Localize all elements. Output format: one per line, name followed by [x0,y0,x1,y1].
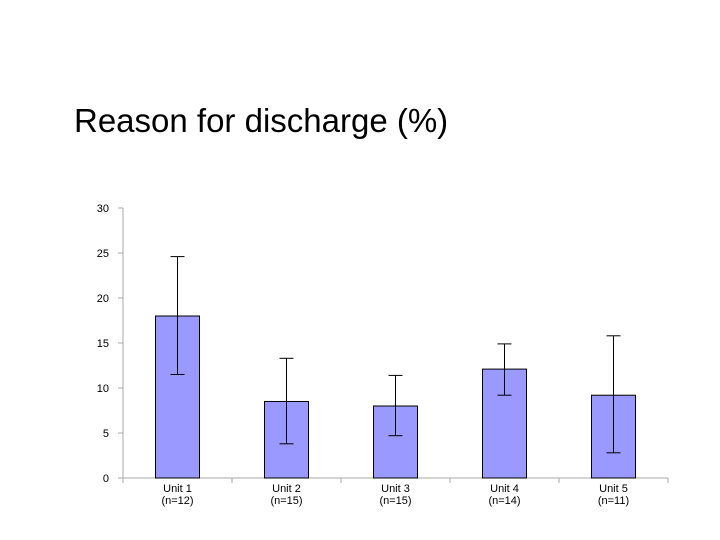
y-tick-label: 10 [97,383,109,395]
x-tick-label: Unit 1 [163,483,192,495]
x-tick-label: Unit 3 [381,483,410,495]
x-tick-sublabel: (n=15) [270,495,302,507]
x-tick-sublabel: (n=12) [161,495,193,507]
x-tick-label: Unit 2 [272,483,301,495]
x-tick-sublabel: (n=11) [598,495,629,507]
category-labels-group: Unit 1(n=12)Unit 2(n=15)Unit 3(n=15)Unit… [161,483,629,507]
y-tick-label: 0 [103,473,109,485]
y-tick-label: 5 [103,428,109,440]
error-bars-group [170,256,621,454]
slide-title: Reason for discharge (%) [74,102,449,139]
x-tick-sublabel: (n=14) [488,495,520,507]
y-tick-label: 15 [97,338,109,350]
x-tick-label: Unit 4 [490,483,519,495]
y-axis: 0 5 10 15 20 25 30 [97,203,124,485]
x-tick-sublabel: (n=15) [379,495,411,507]
bars-group [155,315,636,479]
y-tick-label: 25 [97,248,109,260]
y-tick-label: 20 [97,293,109,305]
x-tick-label: Unit 5 [599,483,628,495]
y-tick-label: 30 [97,203,109,215]
